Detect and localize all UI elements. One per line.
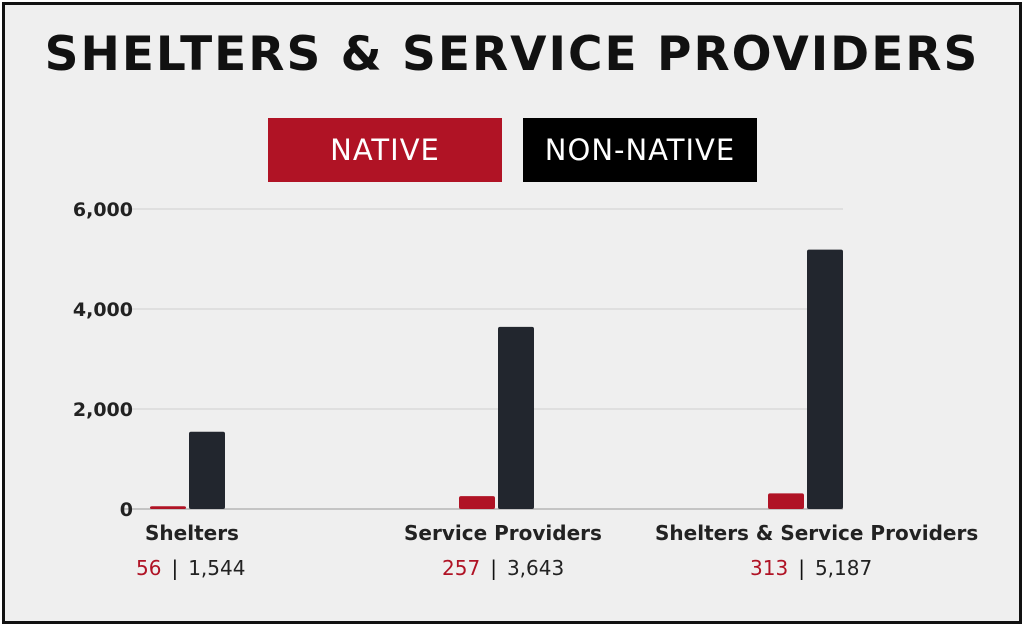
x-category-label: Shelters & Service Providers [655, 521, 978, 545]
value-separator: | [490, 556, 497, 580]
non-native-value-label: 5,187 [814, 556, 873, 580]
native-value-label: 257 [442, 556, 481, 580]
value-separator: | [798, 556, 805, 580]
non-native-value-label: 3,643 [506, 556, 565, 580]
non-native-bar [498, 326, 534, 509]
y-tick-label: 4,000 [73, 299, 133, 321]
non-native-bar [189, 431, 225, 509]
value-label-row: 56 | 1,544 [136, 556, 245, 580]
value-label-row: 313 | 5,187 [750, 556, 872, 580]
native-bar [150, 506, 186, 509]
y-tick-label: 2,000 [73, 399, 133, 421]
legend-native: NATIVE [268, 118, 502, 182]
legend-non-native: NON-NATIVE [523, 118, 757, 182]
non-native-bar [807, 249, 843, 509]
x-category-label: Shelters [145, 521, 239, 545]
y-tick-label: 6,000 [73, 199, 133, 221]
native-value-label: 313 [750, 556, 789, 580]
value-label-row: 257 | 3,643 [442, 556, 564, 580]
y-tick-label: 0 [120, 499, 133, 521]
chart-title: SHELTERS & SERVICE PROVIDERS [44, 27, 980, 82]
native-bar [459, 496, 495, 509]
value-separator: | [171, 556, 179, 580]
x-category-label: Service Providers [404, 521, 602, 545]
non-native-value-label: 1,544 [188, 556, 246, 580]
native-bar [768, 493, 804, 509]
native-value-label: 56 [136, 556, 162, 580]
